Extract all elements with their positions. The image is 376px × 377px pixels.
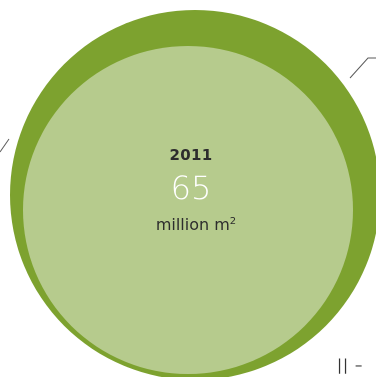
year-label: 2011 — [169, 146, 213, 164]
unit-text: million m — [155, 215, 230, 234]
corner-mark: || – — [337, 356, 364, 374]
value-label: 65 — [170, 169, 212, 207]
unit-superscript: 2 — [229, 216, 237, 227]
inner-disc — [23, 46, 353, 374]
leader-line-top-right — [349, 57, 376, 79]
unit-label: million m2 — [141, 215, 251, 234]
leader-line-left — [0, 138, 10, 153]
